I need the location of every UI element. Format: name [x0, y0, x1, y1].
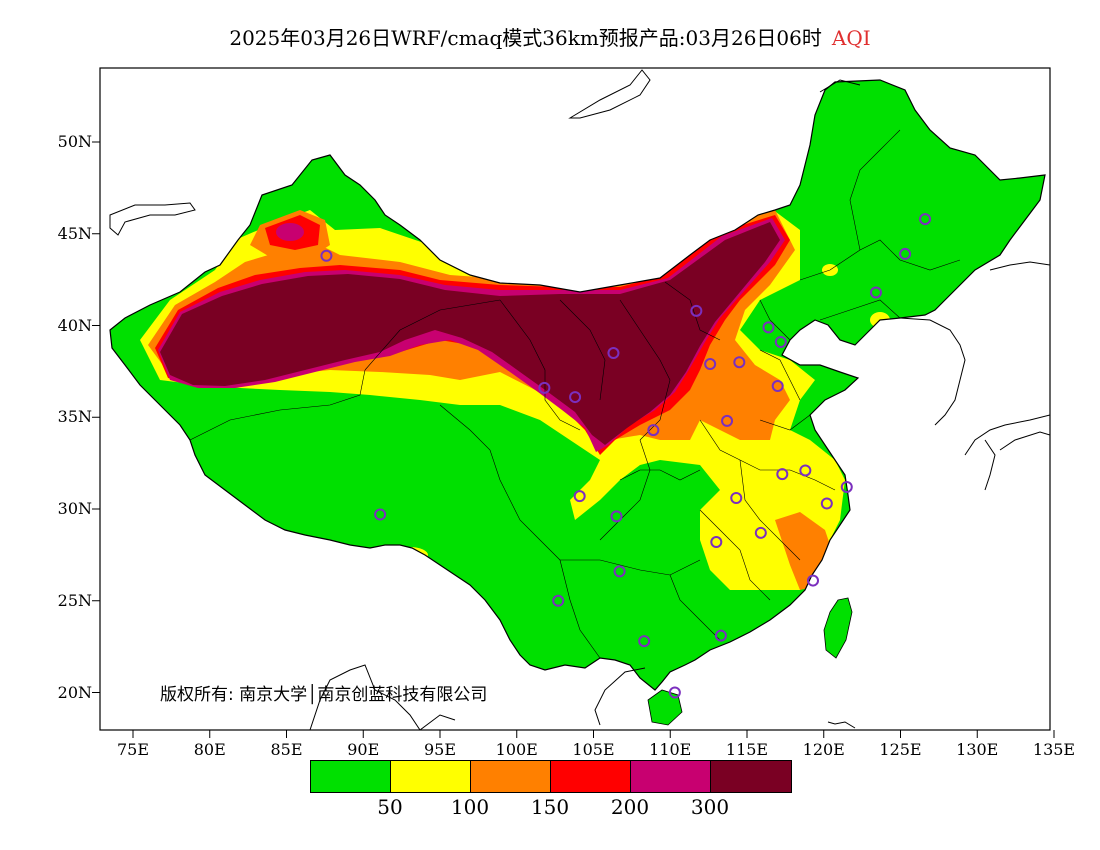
site-marker — [776, 468, 789, 481]
monitoring-sites — [320, 213, 932, 699]
legend-tick-label: 50 — [377, 795, 403, 819]
axis-ticks — [92, 141, 1055, 738]
lat-label: 40N — [57, 315, 92, 335]
site-marker — [840, 480, 853, 493]
pollution-layers — [140, 200, 890, 590]
legend-swatch — [311, 761, 391, 792]
aqi-legend — [310, 760, 792, 793]
site-marker — [690, 304, 703, 317]
lon-label: 105E — [572, 740, 615, 759]
title-text: 2025年03月26日WRF/cmaq模式36km预报产品:03月26日06时 — [229, 26, 822, 50]
legend-tick-label: 300 — [690, 795, 730, 819]
hainan-island — [647, 689, 683, 726]
taiwan-island — [823, 597, 853, 659]
lon-label: 120E — [802, 740, 845, 759]
lon-label: 130E — [956, 740, 999, 759]
lat-label: 30N — [57, 499, 92, 518]
site-marker — [647, 424, 660, 437]
lon-label: 100E — [495, 740, 538, 759]
map-frame — [99, 67, 1051, 731]
site-marker — [613, 565, 626, 578]
site-marker — [710, 536, 723, 549]
site-marker — [538, 381, 551, 394]
site-marker — [552, 594, 565, 607]
site-marker — [721, 414, 734, 427]
site-marker — [820, 497, 833, 510]
site-marker — [774, 336, 787, 349]
site-marker — [733, 356, 746, 369]
lat-label: 50N — [57, 132, 92, 151]
neighbor-coastlines — [109, 69, 1050, 730]
lon-label: 85E — [270, 740, 303, 759]
site-marker — [799, 464, 812, 477]
site-marker — [899, 247, 912, 260]
site-marker — [638, 635, 651, 648]
legend-swatch — [711, 761, 791, 792]
lon-label: 125E — [879, 740, 922, 759]
legend-tick-label: 100 — [450, 795, 490, 819]
site-marker — [771, 380, 784, 393]
legend-tick-label: 150 — [530, 795, 570, 819]
lon-label: 135E — [1032, 740, 1076, 759]
lat-label: 45N — [57, 223, 92, 243]
site-marker — [714, 629, 727, 642]
legend-swatch — [551, 761, 631, 792]
site-marker — [869, 286, 882, 299]
site-marker — [704, 358, 717, 371]
lon-label: 115E — [725, 740, 769, 759]
province-boundaries — [189, 129, 961, 659]
legend-swatch — [391, 761, 471, 792]
lon-label: 110E — [649, 740, 692, 759]
lat-label: 20N — [57, 682, 92, 702]
lat-label: 35N — [57, 407, 92, 427]
site-marker — [573, 490, 586, 503]
site-marker — [607, 347, 620, 360]
legend-swatch — [631, 761, 711, 792]
lon-label: 90E — [347, 740, 380, 759]
site-marker — [320, 249, 333, 262]
lat-label: 25N — [57, 590, 92, 610]
site-marker — [919, 213, 932, 226]
site-marker — [569, 391, 582, 404]
site-marker — [374, 508, 387, 521]
map-title: 2025年03月26日WRF/cmaq模式36km预报产品:03月26日06时 A… — [0, 22, 1100, 51]
legend-swatch — [471, 761, 551, 792]
legend-tick-label: 200 — [610, 795, 650, 819]
site-marker — [730, 491, 743, 504]
site-marker — [807, 574, 820, 587]
site-marker — [610, 510, 623, 523]
lon-label: 95E — [423, 740, 457, 759]
lon-label: 80E — [193, 740, 226, 759]
copyright-text: 版权所有: 南京大学│南京创蓝科技有限公司 — [160, 685, 488, 705]
site-marker — [668, 686, 681, 699]
site-marker — [754, 526, 767, 539]
title-param: AQI — [831, 26, 871, 50]
lon-label: 75E — [116, 740, 150, 759]
site-marker — [762, 321, 775, 334]
